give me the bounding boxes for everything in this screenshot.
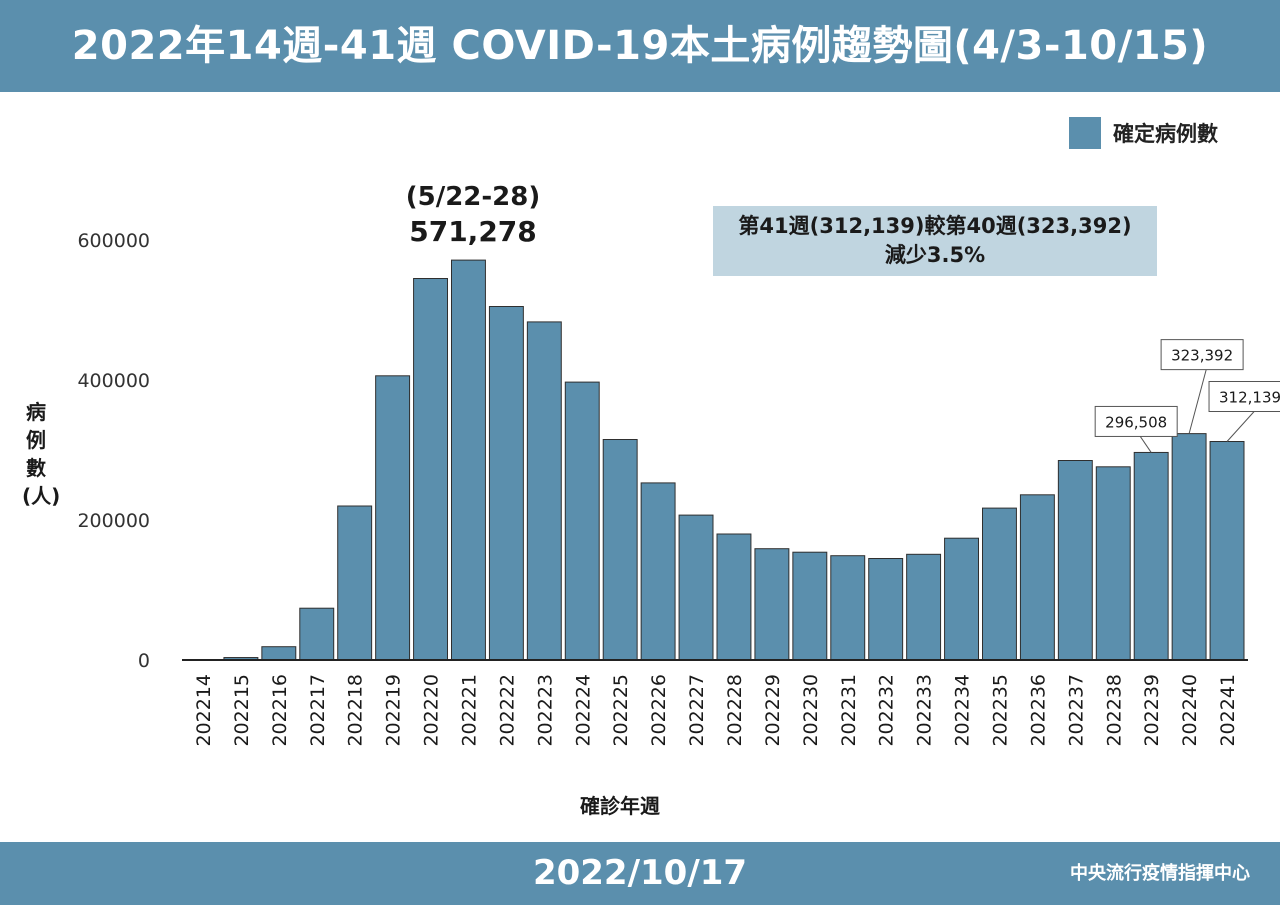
legend: 確定病例數 (1069, 117, 1218, 149)
bar (413, 278, 449, 661)
bar (337, 505, 373, 661)
bar (640, 482, 676, 661)
x-tick-label: 202216 (269, 674, 291, 747)
footer-bar: 2022/10/17 中央流行疫情指揮中心 (0, 842, 1280, 905)
callout-pointer (1188, 369, 1207, 434)
x-tick-label: 202218 (345, 674, 367, 747)
bar (792, 551, 828, 661)
x-tick-label: 202230 (800, 674, 822, 747)
x-tick-label: 202226 (648, 674, 670, 747)
bar (906, 553, 942, 661)
x-tick-label: 202224 (572, 674, 594, 747)
bar (1095, 466, 1131, 661)
x-tick-label: 202238 (1103, 674, 1125, 747)
callout-label: 296,508 (1105, 413, 1167, 431)
bar (602, 439, 638, 661)
x-tick-label: 202233 (914, 674, 936, 747)
bar (1019, 494, 1055, 661)
comparison-line-1: 第41週(312,139)較第40週(323,392) (738, 214, 1132, 238)
bar-chart: 0 200000 400000 600000 202214 202215 202216 202… (77, 230, 1280, 747)
y-tick-label: 200000 (77, 510, 150, 532)
callout-box (1208, 381, 1280, 413)
bar (1209, 441, 1245, 661)
bar (1057, 460, 1093, 661)
bar (754, 548, 790, 661)
callout-label: 323,392 (1171, 347, 1233, 365)
callout-box (1160, 339, 1244, 371)
bar (1171, 433, 1207, 661)
x-axis-title: 確診年週 (580, 794, 660, 818)
y-tick-label: 600000 (77, 230, 150, 252)
x-tick-label: 202228 (724, 674, 746, 747)
callout-pointer (1226, 411, 1255, 442)
peak-annotation: (5/22-28) 571,278 (380, 180, 566, 250)
bar (716, 533, 752, 661)
x-tick-label: 202217 (307, 674, 329, 747)
bar (678, 514, 714, 661)
bar (830, 555, 866, 661)
y-tick-label: 400000 (77, 370, 150, 392)
x-tick-label: 202219 (383, 674, 405, 747)
comparison-line-2: 減少3.5% (884, 243, 986, 267)
x-tick-label: 202221 (458, 674, 480, 747)
bar (944, 537, 979, 661)
x-tick-label: 202220 (421, 674, 443, 747)
x-tick-label: 202235 (989, 674, 1011, 747)
x-tick-label: 202223 (534, 674, 556, 747)
bar (299, 607, 335, 661)
header-bar: 2022年14週-41週 COVID-19本土病例趨勢圖(4/3-10/15) (0, 0, 1280, 92)
x-tick-label: 202232 (876, 674, 898, 747)
y-tick-label: 0 (138, 650, 150, 672)
x-tick-label: 202231 (838, 674, 860, 747)
legend-label: 確定病例數 (1113, 122, 1218, 146)
x-tick-label: 202229 (762, 674, 784, 747)
bar (261, 646, 297, 661)
footer-organization: 中央流行疫情指揮中心 (1070, 863, 1250, 884)
x-tick-label: 202227 (686, 674, 708, 747)
x-tick-label: 202225 (610, 674, 632, 747)
peak-value-label: 571,278 (409, 215, 537, 248)
footer-date: 2022/10/17 (532, 853, 748, 893)
comparison-note: 第41週(312,139)較第40週(323,392) 減少3.5% (713, 206, 1157, 276)
bar (868, 558, 904, 661)
bar (526, 321, 562, 661)
page-title: 2022年14週-41週 COVID-19本土病例趨勢圖(4/3-10/15) (71, 23, 1209, 69)
bar (564, 381, 600, 661)
bar (1133, 451, 1169, 661)
legend-swatch (1069, 117, 1101, 149)
x-tick-label: 202241 (1217, 674, 1239, 747)
x-tick-label: 202215 (231, 674, 253, 747)
x-tick-label: 202222 (496, 674, 518, 747)
callout-box (1094, 405, 1178, 437)
x-tick-label: 202237 (1065, 674, 1087, 747)
x-tick-label: 202236 (1027, 674, 1049, 747)
bar (488, 306, 524, 661)
callout-pointer (1139, 436, 1152, 453)
callout-label: 312,139 (1219, 389, 1280, 407)
bar (375, 375, 411, 661)
x-tick-label: 202240 (1179, 674, 1201, 747)
x-tick-label: 202234 (952, 674, 974, 747)
bar (451, 259, 486, 661)
bar (982, 507, 1017, 661)
x-tick-label: 202239 (1141, 674, 1163, 747)
peak-range-label: (5/22-28) (405, 182, 541, 212)
x-tick-label: 202214 (193, 674, 215, 747)
